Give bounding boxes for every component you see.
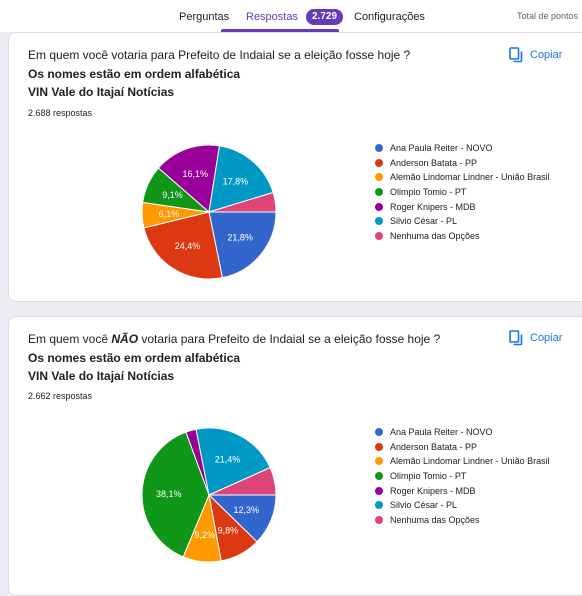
pie-slice: [157, 144, 221, 213]
legend-item: Alemão Lindomar Lindner - União Brasil: [375, 170, 550, 185]
legend-item: Nenhuma das Opções: [375, 513, 550, 528]
legend-swatch: [375, 442, 383, 451]
legend-swatch: [375, 188, 383, 197]
question-source: VIN Vale do Itajaí Notícias: [28, 369, 175, 383]
pie-slice: [208, 145, 274, 213]
pie-data-label: 21,4%: [215, 454, 241, 464]
legend-swatch: [375, 217, 383, 226]
pie-slice: [208, 191, 277, 213]
response-count: 2.688 respostas: [28, 108, 93, 118]
tabs-bar: Perguntas Respostas 2.729 Configurações …: [0, 0, 582, 32]
legend-swatch: [375, 501, 383, 510]
question-title: Em quem você votaria para Prefeito de In…: [28, 48, 411, 62]
pie-data-label: 6,1%: [159, 209, 180, 219]
pie-data-label: 17,8%: [223, 177, 249, 187]
legend-swatch: [375, 158, 383, 167]
copy-chart-button[interactable]: Copiar: [509, 47, 562, 63]
question-source: VIN Vale do Itajaí Notícias: [28, 85, 175, 99]
question-card-2: Em quem você NÃO votaria para Prefeito d…: [8, 316, 582, 596]
legend-swatch: [375, 231, 383, 240]
copy-label: Copiar: [530, 49, 563, 61]
legend-item: Roger Knipers - MDB: [375, 483, 550, 498]
legend-item: Alemão Lindomar Lindner - União Brasil: [375, 454, 550, 469]
question-subtitle: Os nomes estão em ordem alfabética: [28, 67, 241, 81]
pie-slice: [208, 466, 277, 496]
legend-swatch: [375, 472, 383, 481]
legend-swatch: [375, 173, 383, 182]
pie-data-label: 16,1%: [182, 169, 208, 179]
pie-data-label: 38,1%: [156, 489, 182, 499]
question-card-1: Em quem você votaria para Prefeito de In…: [8, 32, 582, 302]
legend-swatch: [375, 202, 383, 211]
legend-item: Silvio César - PL: [375, 214, 550, 229]
pie-slice: [141, 431, 210, 558]
legend-item: Anderson Batata - PP: [375, 440, 550, 455]
copy-label: Copiar: [530, 332, 563, 344]
question-subtitle: Os nomes estão em ordem alfabética: [28, 351, 241, 365]
pie-chart-2: 12,3% 9,8%9,2% 38,1% 21,4%: [141, 427, 277, 563]
legend-swatch: [375, 457, 383, 466]
pie-chart-1: 21,8% 24,4% 6,1% 9,1% 16,1% 17,8%: [141, 144, 277, 280]
responses-count-badge: 2.729: [306, 9, 344, 25]
pie-slice: [195, 427, 271, 496]
pie-data-label: 9,8%: [218, 525, 239, 535]
chart-legend-2: Ana Paula Reiter - NOVO Anderson Batata …: [375, 425, 550, 527]
legend-item: Ana Paula Reiter - NOVO: [375, 425, 550, 440]
legend-item: Roger Knipers - MDB: [375, 199, 550, 214]
legend-swatch: [375, 515, 383, 524]
legend-item: Silvio César - PL: [375, 498, 550, 513]
legend-item: Anderson Batata - PP: [375, 156, 550, 171]
legend-item: Olimpio Tomio - PT: [375, 185, 550, 200]
tab-questions[interactable]: Perguntas: [179, 11, 230, 23]
pie-slice: [208, 211, 277, 279]
legend-swatch: [375, 486, 383, 495]
tab-responses[interactable]: Respostas: [246, 11, 298, 23]
chart-legend-1: Ana Paula Reiter - NOVO Anderson Batata …: [375, 141, 550, 243]
question-title: Em quem você NÃO votaria para Prefeito d…: [28, 332, 441, 346]
copy-chart-button[interactable]: Copiar: [509, 330, 562, 346]
pie-data-label: 9,1%: [162, 190, 183, 200]
pie-slice: [143, 211, 223, 280]
total-points-label: Total de pontos: [516, 11, 578, 21]
legend-swatch: [375, 428, 383, 437]
pie-data-label: 24,4%: [175, 241, 201, 251]
copy-icon: [509, 330, 523, 346]
active-tab-indicator: [221, 29, 339, 32]
response-count: 2.662 respostas: [28, 391, 93, 401]
copy-icon: [509, 47, 523, 63]
legend-item: Ana Paula Reiter - NOVO: [375, 141, 550, 156]
legend-item: Olimpio Tomio - PT: [375, 469, 550, 484]
tab-settings[interactable]: Configurações: [354, 11, 425, 23]
legend-item: Nenhuma das Opções: [375, 229, 550, 244]
pie-data-label: 9,2%: [194, 530, 215, 540]
legend-swatch: [375, 144, 383, 153]
pie-data-label: 12,3%: [233, 505, 259, 515]
pie-data-label: 21,8%: [227, 232, 253, 242]
